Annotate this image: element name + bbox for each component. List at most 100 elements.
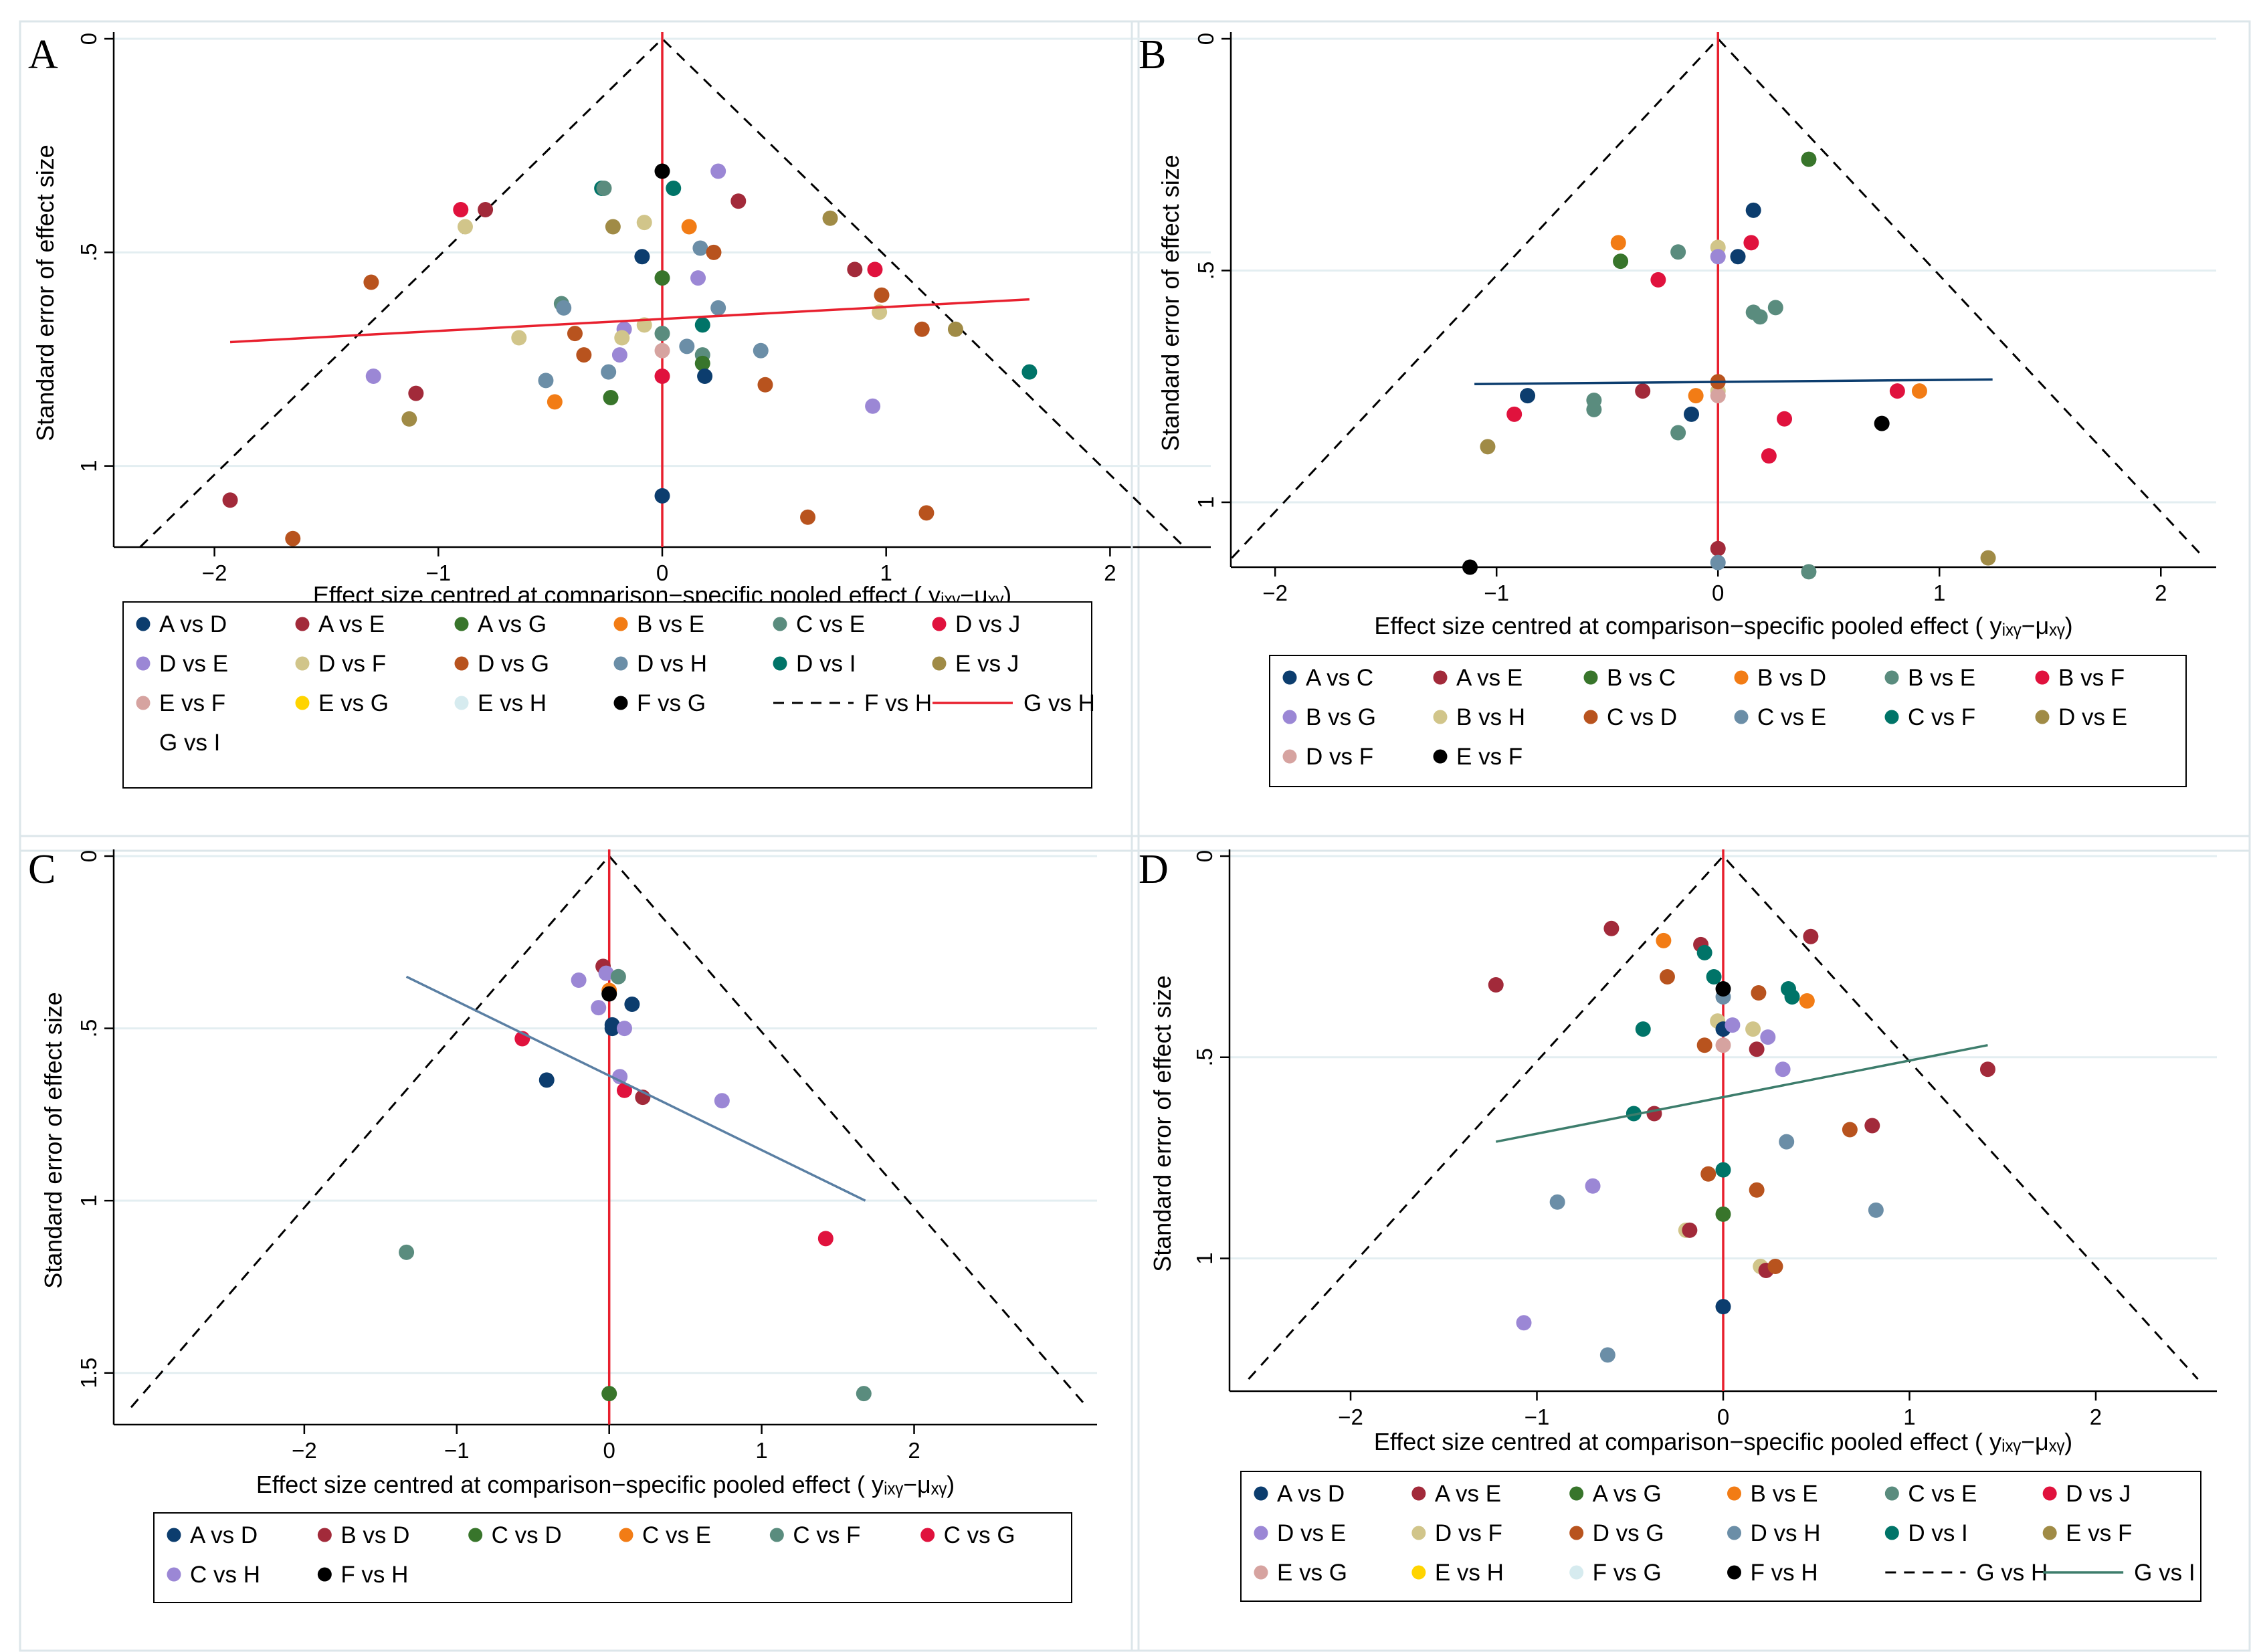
data-point-29: [1751, 985, 1767, 1001]
legend-marker-6: [1254, 1526, 1268, 1540]
data-point-52: [865, 398, 881, 414]
legend-marker-2: [1583, 670, 1598, 685]
legend-marker-8: [1569, 1526, 1584, 1540]
legend-marker-5: [2035, 670, 2050, 685]
data-point-6: [453, 201, 469, 217]
legend-entry-5: D vs J: [2042, 1481, 2131, 1507]
data-point-46: [753, 342, 769, 358]
data-point-14: [616, 1021, 632, 1037]
legend-entry-4: C vs F: [769, 1522, 860, 1548]
legend-marker-8: [1583, 710, 1598, 724]
data-point-1: [1516, 1315, 1532, 1331]
data-point-33: [666, 181, 682, 197]
y-tick-label-1: .5: [76, 1019, 101, 1038]
legend-marker-11: [2035, 710, 2050, 724]
legend-entry-6: C vs H: [167, 1562, 260, 1588]
legend-label-6: D vs E: [159, 651, 228, 677]
legend-marker-9: [613, 656, 628, 671]
legend-label-7: D vs F: [318, 651, 386, 677]
legend-label-2: A vs G: [1593, 1481, 1662, 1507]
legend-label-4: B vs E: [1908, 665, 1975, 691]
legend-label-18: G vs I: [159, 730, 220, 756]
y-axis-title: Standard error of effect size: [1157, 154, 1184, 451]
x-tick-label-2: 0: [1717, 1405, 1729, 1429]
data-point-6: [1610, 235, 1626, 251]
data-point-5: [401, 411, 417, 427]
legend-entry-5: B vs F: [2035, 665, 2125, 691]
data-point-4: [591, 1000, 607, 1016]
data-point-22: [1715, 1037, 1731, 1053]
x-tick-label-3: 1: [1903, 1405, 1915, 1429]
data-point-11: [547, 394, 563, 410]
panel-letter: C: [28, 847, 56, 892]
data-point-15: [576, 347, 592, 363]
legend-entry-14: E vs H: [454, 690, 547, 716]
legend-label-5: D vs J: [955, 611, 1020, 637]
data-point-7: [478, 201, 494, 217]
data-point-10: [604, 1021, 620, 1037]
data-point-3: [1585, 1178, 1601, 1194]
y-tick-label-1: .5: [76, 243, 101, 262]
data-point-49: [822, 210, 838, 226]
legend-marker-2: [454, 617, 469, 631]
legend-entry-8: D vs G: [454, 651, 549, 677]
legend-marker-7: [1433, 710, 1448, 724]
data-point-39: [694, 317, 710, 333]
legend-marker-13: [1433, 749, 1448, 764]
legend-entry-3: B vs D: [1734, 665, 1826, 691]
data-point-40: [694, 355, 710, 371]
legend-marker-13: [1411, 1565, 1426, 1580]
legend-label-7: B vs H: [1456, 704, 1525, 730]
data-point-27: [654, 163, 670, 179]
data-point-25: [1715, 1299, 1731, 1315]
legend-marker-7: [1411, 1526, 1426, 1540]
data-point-17: [1710, 388, 1726, 404]
legend-label-3: B vs E: [1751, 1481, 1818, 1507]
data-point-24: [1715, 1206, 1731, 1222]
legend-entry-4: C vs E: [773, 611, 865, 637]
data-point-0: [1462, 559, 1478, 575]
data-point-16: [1700, 1166, 1717, 1182]
y-tick-label-2: 1: [1192, 1252, 1217, 1264]
legend-label-8: C vs D: [1607, 704, 1677, 730]
legend-label-9: D vs H: [1751, 1520, 1821, 1546]
data-point-58: [1021, 364, 1038, 380]
data-point-30: [1801, 564, 1817, 580]
x-tick-label-1: −1: [444, 1438, 470, 1463]
data-point-26: [1761, 448, 1777, 464]
y-tick-label-0: 0: [76, 33, 101, 45]
data-point-43: [1868, 1202, 1884, 1218]
legend-entry-2: A vs G: [454, 611, 547, 637]
data-point-16: [624, 997, 640, 1013]
data-point-56: [918, 505, 935, 521]
data-point-19: [603, 389, 619, 405]
y-axis-title: Standard error of effect size: [39, 992, 67, 1289]
legend-entry-11: E vs J: [932, 651, 1019, 677]
data-point-44: [710, 300, 726, 316]
legend-label-9: C vs E: [1757, 704, 1826, 730]
legend-entry-8: D vs G: [1569, 1520, 1664, 1546]
legend-marker-9: [1727, 1526, 1741, 1540]
data-point-55: [914, 321, 930, 337]
data-point-30: [654, 342, 670, 358]
data-point-9: [1650, 272, 1666, 288]
legend-label-12: D vs F: [1306, 744, 1373, 770]
legend-marker-10: [1884, 1526, 1899, 1540]
legend: A vs D A vs E A vs G B vs E C vs E D vs J D vs…: [1240, 1471, 2201, 1602]
data-point-11: [601, 1386, 617, 1402]
legend-marker-2: [468, 1528, 483, 1542]
legend-entry-7: D vs F: [1411, 1520, 1502, 1546]
legend-entry-3: B vs E: [1727, 1481, 1818, 1507]
x-tick-label-0: −2: [202, 560, 227, 585]
y-tick-label-3: 1.5: [76, 1358, 101, 1388]
legend-box: [1240, 1471, 2201, 1602]
legend-label-11: E vs F: [2066, 1520, 2132, 1546]
legend-marker-3: [1734, 670, 1749, 685]
data-point-25: [1752, 309, 1768, 325]
data-point-51: [867, 262, 883, 278]
legend-entry-15: F vs G: [613, 690, 706, 716]
legend-entry-12: E vs F: [136, 690, 225, 716]
legend-entry-6: D vs E: [136, 651, 228, 677]
legend-label-6: D vs E: [1277, 1520, 1346, 1546]
